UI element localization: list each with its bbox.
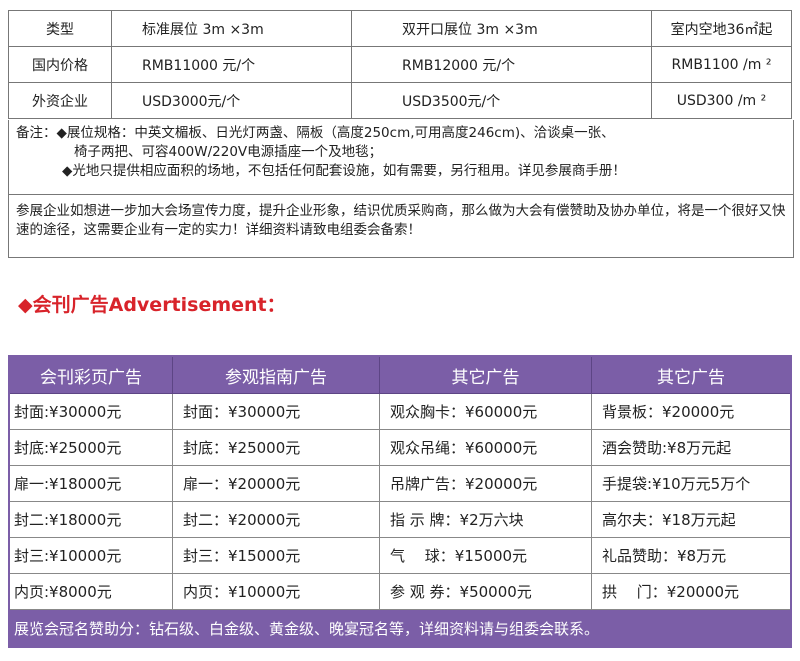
cell: USD300 /m ² xyxy=(651,82,792,119)
cell: 指 示 牌：¥2万六块 xyxy=(379,501,592,538)
cell: 封三:¥10000元 xyxy=(8,537,173,574)
cell: USD3000元/个 xyxy=(111,82,352,119)
cell: 封三：¥15000元 xyxy=(172,537,380,574)
cell: 气 球：¥15000元 xyxy=(379,537,592,574)
table-row: 封面:¥30000元 封面：¥30000元 观众胸卡：¥60000元 背景板：¥200… xyxy=(8,393,792,430)
header-cell: 类型 xyxy=(8,10,112,47)
row-label: 外资企业 xyxy=(8,82,112,119)
cell: 参 观 券：¥50000元 xyxy=(379,573,592,610)
table-row: 封三:¥10000元 封三：¥15000元气 球：¥15000元 礼品赞助：¥8万元 xyxy=(8,537,792,574)
cell: 封底:¥25000元 xyxy=(8,429,173,466)
note-line: 椅子两把、可容400W/220V电源插座一个及地毯； xyxy=(74,144,383,160)
cell: USD3500元/个 xyxy=(351,82,652,119)
sponsor-text: 参展企业如想进一步加大会场宣传力度，提升企业形象，结识优质采购商，那么做为大会有… xyxy=(8,195,794,258)
header-cell: 双开口展位 3m ×3m xyxy=(351,10,652,47)
cell: 吊牌广告：¥20000元 xyxy=(379,465,592,502)
cell: 封面:¥30000元 xyxy=(8,393,173,430)
cell: 拱 门：¥20000元 xyxy=(591,573,792,610)
table-row: 国内价格 RMB11000 元/个 RMB12000 元/个 RMB1100 /… xyxy=(8,46,792,83)
table-row: 外资企业 USD3000元/个 USD3500元/个 USD300 /m ² xyxy=(8,82,792,119)
cell: 封二:¥18000元 xyxy=(8,501,173,538)
notes-box: 备注：◆展位规格：中英文楣板、日光灯两盏、隔板（高度250cm,可用高度246c… xyxy=(8,120,794,195)
cell: RMB1100 /m ² xyxy=(651,46,792,83)
cell: 扉一：¥20000元 xyxy=(172,465,380,502)
cell: 观众吊绳：¥60000元 xyxy=(379,429,592,466)
table-header-row: 会刊彩页广告 参观指南广告 其它广告 其它广告 xyxy=(8,355,792,394)
cell: 手提袋:¥10万元5万个 xyxy=(591,465,792,502)
cell: 酒会赞助:¥8万元起 xyxy=(591,429,792,466)
header-cell: 其它广告 xyxy=(591,355,792,394)
note-line: ◆展位规格：中英文楣板、日光灯两盏、隔板（高度250cm,可用高度246cm)、… xyxy=(56,125,615,141)
table-header-row: 类型 标准展位 3m ×3m 双开口展位 3m ×3m 室内空地36㎡起 xyxy=(8,10,792,47)
booth-price-table: 类型 标准展位 3m ×3m 双开口展位 3m ×3m 室内空地36㎡起 国内价… xyxy=(8,10,792,119)
notes-label: 备注： xyxy=(16,125,57,141)
cell: RMB11000 元/个 xyxy=(111,46,352,83)
note-line: ◆光地只提供相应面积的场地，不包括任何配套设施，如有需要，另行租用。详见参展商手… xyxy=(62,163,626,179)
row-label: 国内价格 xyxy=(8,46,112,83)
cell: 内页：¥10000元 xyxy=(172,573,380,610)
header-cell: 参观指南广告 xyxy=(172,355,380,394)
table-row: 扉一:¥18000元 扉一：¥20000元 吊牌广告：¥20000元 手提袋:¥10万… xyxy=(8,465,792,502)
cell: 高尔夫：¥18万元起 xyxy=(591,501,792,538)
cell: 观众胸卡：¥60000元 xyxy=(379,393,592,430)
cell: 封二：¥20000元 xyxy=(172,501,380,538)
cell: 封面：¥30000元 xyxy=(172,393,380,430)
header-cell: 室内空地36㎡起 xyxy=(651,10,792,47)
cell: 背景板：¥20000元 xyxy=(591,393,792,430)
cell: 封底：¥25000元 xyxy=(172,429,380,466)
table-row: 封底:¥25000元 封底：¥25000元 观众吊绳：¥60000元 酒会赞助:¥8万… xyxy=(8,429,792,466)
ad-heading: ◆会刊广告Advertisement： xyxy=(18,294,286,316)
header-cell: 标准展位 3m ×3m xyxy=(111,10,352,47)
cell: 礼品赞助：¥8万元 xyxy=(591,537,792,574)
header-cell: 会刊彩页广告 xyxy=(8,355,173,394)
table-row: 封二:¥18000元 封二：¥20000元指 示 牌：¥2万六块 高尔夫：¥18万元… xyxy=(8,501,792,538)
cell: 内页:¥8000元 xyxy=(8,573,173,610)
cell: RMB12000 元/个 xyxy=(351,46,652,83)
ad-price-table: 会刊彩页广告 参观指南广告 其它广告 其它广告 封面:¥30000元 封面：¥30… xyxy=(8,355,792,648)
cell: 扉一:¥18000元 xyxy=(8,465,173,502)
ad-table-footer: 展览会冠名赞助分：钻石级、白金级、黄金级、晚宴冠名等，详细资料请与组委会联系。 xyxy=(8,609,792,648)
header-cell: 其它广告 xyxy=(379,355,592,394)
table-row: 内页:¥8000元 内页：¥10000元参 观 券：¥50000元拱 门：¥200… xyxy=(8,573,792,610)
